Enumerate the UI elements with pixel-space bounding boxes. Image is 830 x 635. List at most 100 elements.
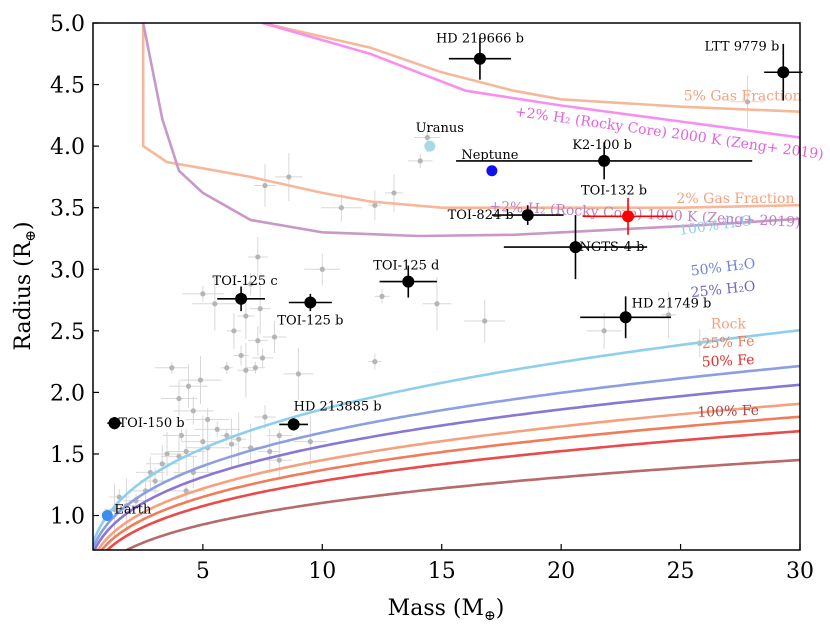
background-planet (178, 432, 184, 439)
planet-marker (287, 418, 300, 431)
y-tick-label: 1.0 (50, 505, 85, 530)
plot-frame (92, 22, 801, 551)
planet-marker (402, 275, 415, 288)
planet-marker (777, 66, 790, 79)
background-planet (164, 451, 170, 457)
curve-rock (96, 402, 800, 550)
background-planet (185, 383, 192, 389)
planet-marker (521, 209, 534, 222)
planet-label: TOI-125 d (373, 259, 439, 274)
curve-100-h2o (93, 328, 800, 547)
y-tick-label: 3.5 (50, 197, 85, 222)
gas-curve--2-h2-rocky-core-1000-k-zeng-2019- (141, 23, 800, 238)
background-planet (267, 448, 273, 455)
background-planet (159, 461, 165, 467)
y-tick-label: 4.0 (50, 135, 85, 160)
solar-planet-neptune (486, 165, 498, 177)
x-axis-title-close: ) (496, 596, 505, 621)
solar-planet-uranus (424, 140, 436, 152)
background-planet (197, 377, 204, 383)
background-planet (228, 441, 235, 447)
x-tick-label: 30 (786, 559, 814, 584)
background-planet (205, 416, 211, 423)
curve-annotation: 5% Gas Fraction (684, 89, 802, 105)
planet-marker (619, 311, 632, 324)
background-planet (372, 359, 378, 365)
background-planet (248, 281, 254, 287)
y-axis-title-sub: ⊕ (23, 230, 39, 242)
background-planet (255, 338, 261, 344)
background-planet (152, 478, 158, 484)
background-planet (379, 293, 385, 299)
background-planets-layer (104, 75, 765, 536)
background-planet (214, 426, 220, 432)
background-planet (236, 436, 242, 442)
planet-label: TOI-125 c (213, 274, 278, 289)
planet-label: TOI-125 b (277, 314, 343, 329)
solar-planet-earth (101, 510, 113, 522)
background-planet (744, 99, 751, 105)
gas-curve-5-gas-fraction (262, 23, 800, 113)
curve-annotation: 50% Fe (701, 352, 755, 371)
solar-planet-label: Neptune (461, 148, 518, 163)
planet-label: NGTS-4 b (579, 240, 644, 255)
curve-annotation: 25% H₂O (690, 279, 756, 302)
background-planet (224, 432, 230, 439)
y-tick-label: 1.5 (50, 443, 85, 468)
x-axis-title-sub: ⊕ (484, 608, 496, 624)
curve-50-fe (105, 429, 800, 550)
background-planet (666, 312, 672, 318)
background-planet (295, 371, 302, 377)
curve-100-fe (124, 458, 800, 550)
background-planet (190, 408, 196, 414)
planet-label: TOI-150 b (118, 416, 184, 431)
x-axis: 5 10 15 20 25 30 (196, 544, 814, 584)
x-axis-title-main: Mass (M (388, 596, 484, 621)
y-tick-label: 5.0 (50, 12, 85, 37)
x-tick-label: 5 (196, 559, 210, 584)
planet-label: TOI-824 b (448, 208, 514, 223)
background-planet (231, 328, 237, 334)
curve-annotation: 2% Gas Fraction (677, 191, 795, 207)
background-planet (238, 352, 244, 359)
background-planet (424, 134, 430, 141)
y-tick-label: 4.5 (50, 74, 85, 99)
background-planet (262, 414, 268, 420)
background-planet (224, 365, 230, 371)
named-planets-layer: HD 219666 b LTT 9779 b K2-100 b TOI-132 b TO… (107, 32, 803, 431)
background-planet (255, 254, 261, 260)
y-tick-label: 3.0 (50, 258, 85, 283)
background-planet (252, 365, 259, 371)
background-planet (276, 432, 282, 439)
planet-marker (304, 296, 317, 309)
background-planet (169, 365, 175, 371)
planet-label: TOI-132 b (581, 183, 647, 198)
curve-25-fe (100, 415, 800, 550)
background-planet (276, 457, 282, 463)
curve-annotation: Rock (711, 316, 747, 332)
planet-label: HD 219666 b (436, 32, 524, 47)
solar-planet-label: Earth (114, 503, 152, 518)
planet-marker (569, 241, 582, 254)
background-planet (243, 313, 249, 319)
curve-50-h2o (93, 364, 800, 550)
planet-label: HD 213885 b (294, 399, 382, 414)
background-planet (212, 301, 218, 307)
background-planet (319, 266, 325, 272)
planet-marker (473, 52, 486, 65)
composition-curves-layer (93, 328, 800, 550)
background-planet (391, 190, 397, 196)
background-planet (338, 205, 345, 211)
curve-25-h2o (93, 383, 800, 550)
x-tick-label: 20 (547, 559, 575, 584)
x-tick-label: 10 (308, 559, 336, 584)
planet-marker (622, 210, 635, 223)
x-tick-label: 25 (667, 559, 695, 584)
curve-annotation: 50% H₂O (690, 256, 756, 280)
y-tick-label: 2.5 (50, 320, 85, 345)
background-planet (183, 448, 189, 455)
background-planet (259, 355, 266, 361)
planet-marker (108, 417, 121, 430)
curve-annotation: 25% Fe (701, 333, 755, 352)
